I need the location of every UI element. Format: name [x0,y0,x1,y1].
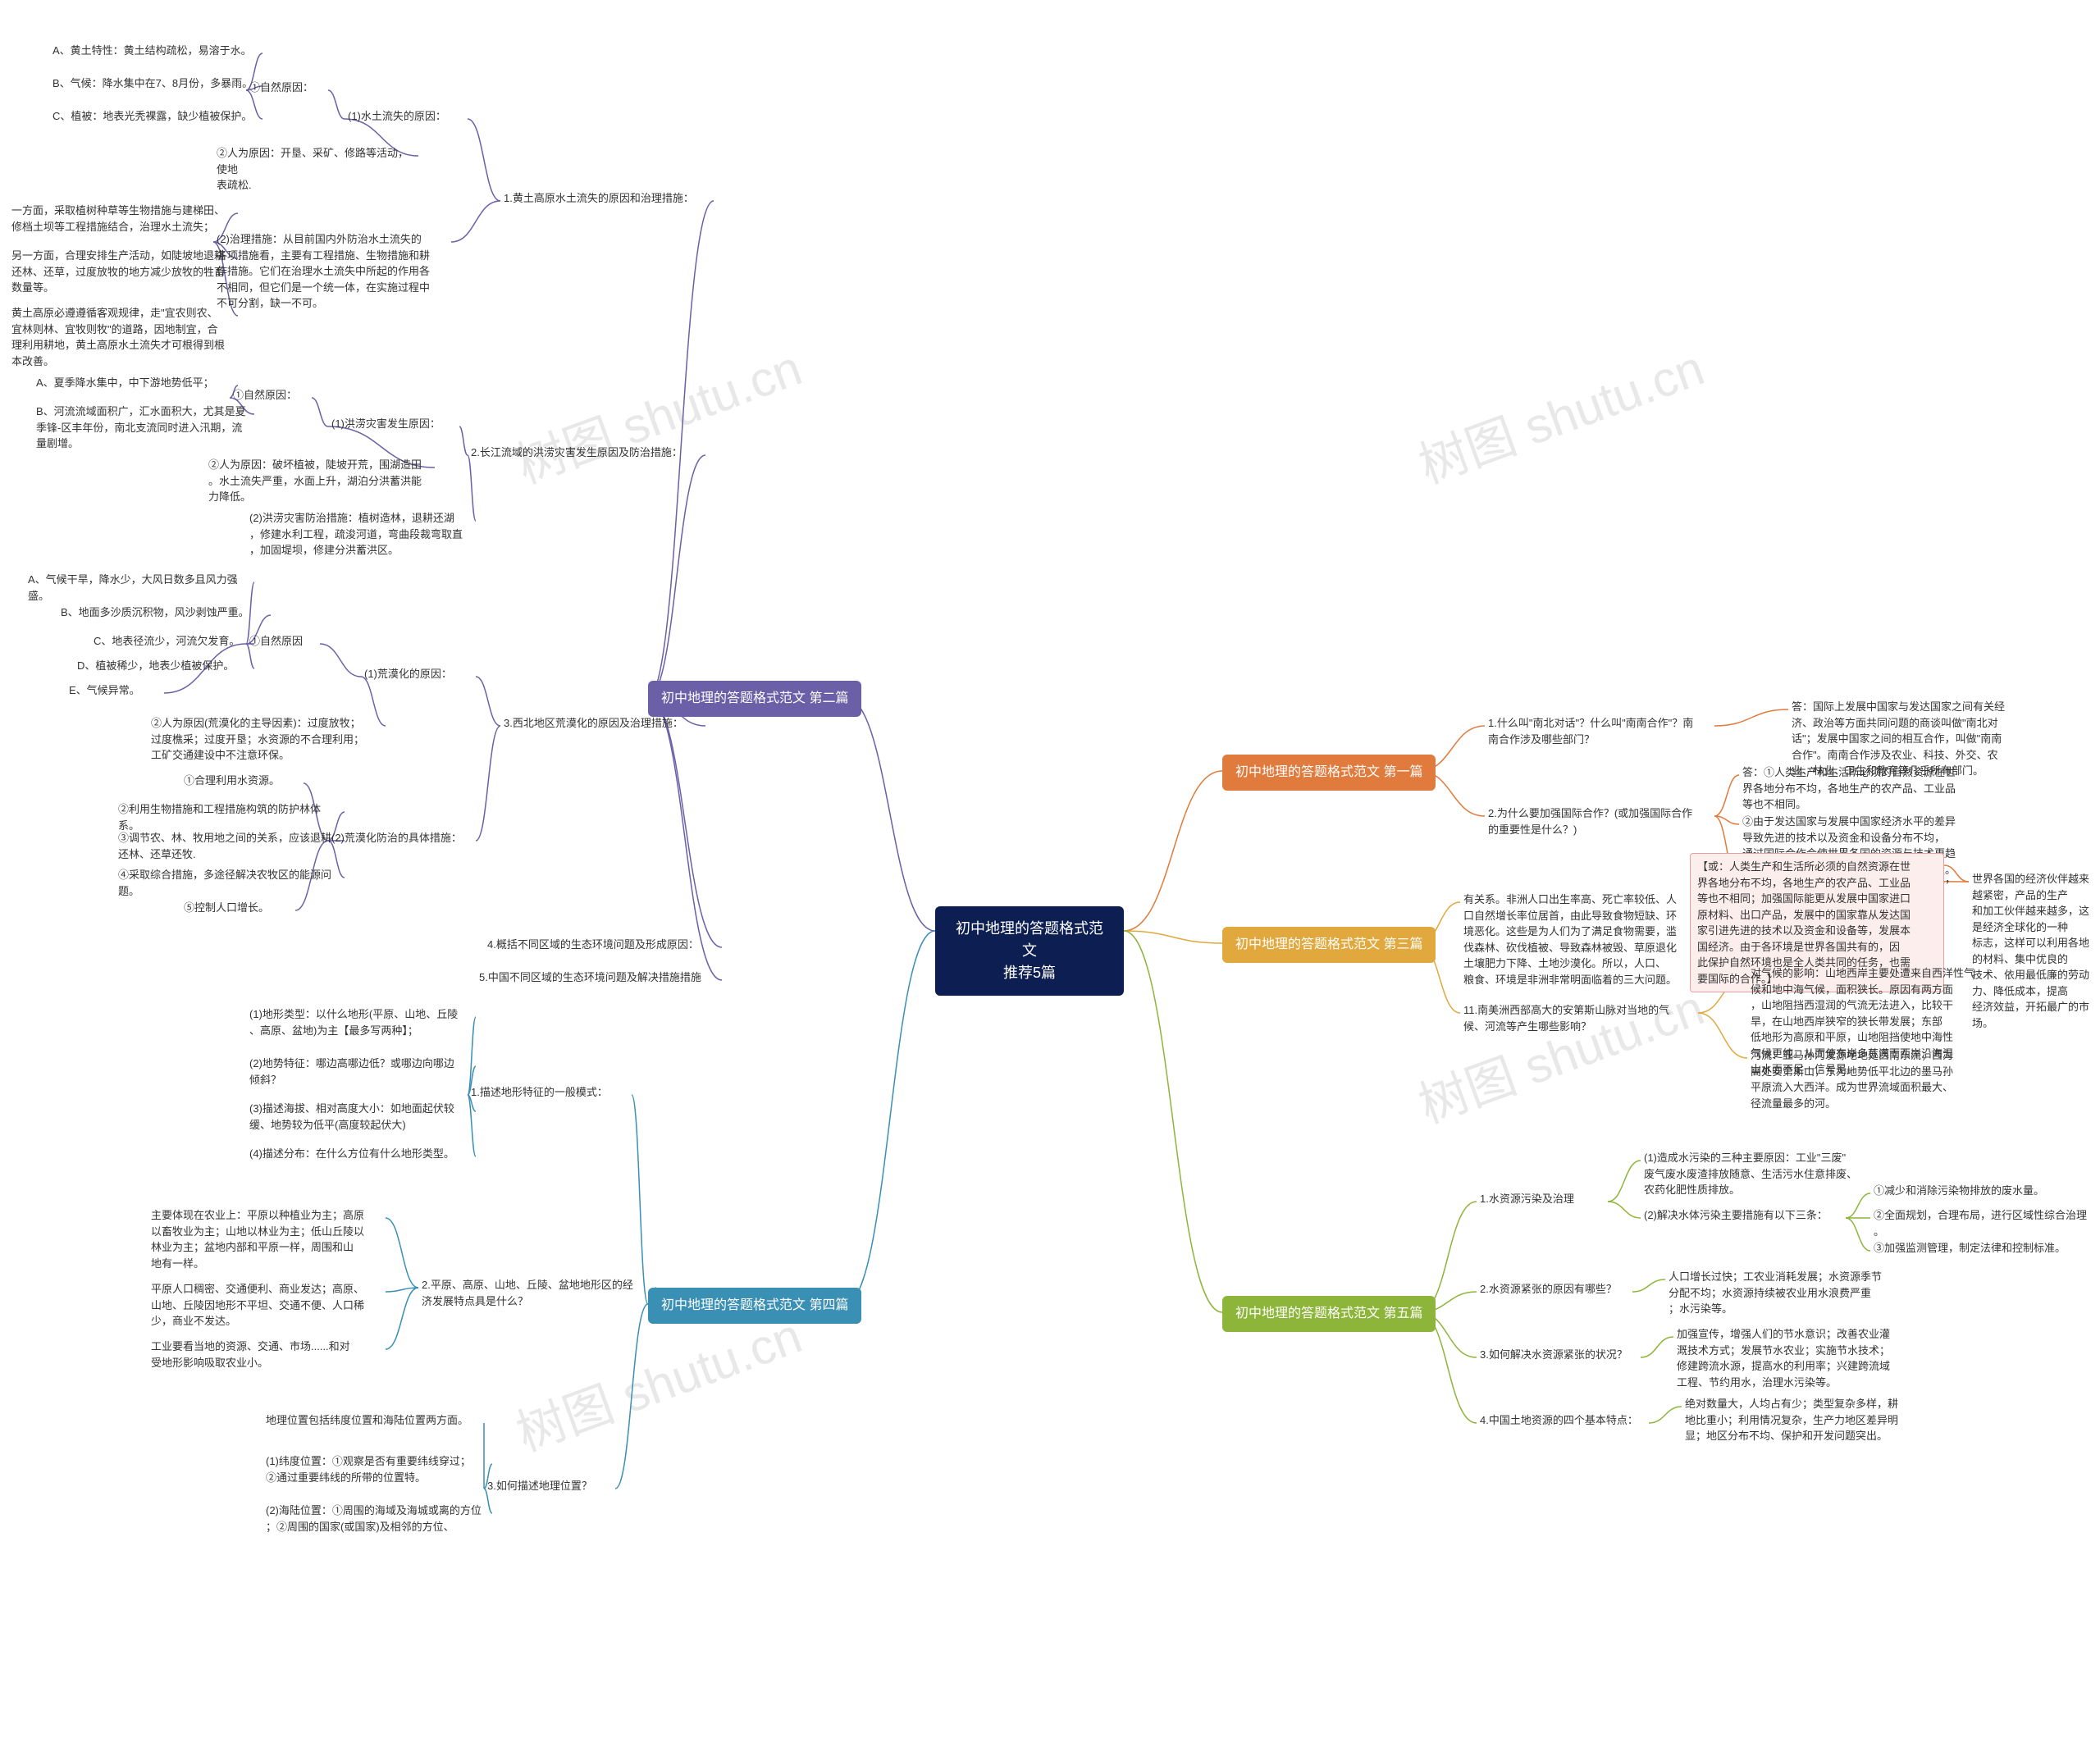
leaf-node: (2)洪涝灾害防治措施：植树造林，退耕还湖 ，修建水利工程，疏浚河道，弯曲段裁弯… [246,509,476,560]
leaf-node: (2)海陆位置：①周围的海域及海城或离的方位 ；②周围的国家(或国家)及相邻的方… [262,1501,492,1536]
leaf-node: (1)纬度位置：①观察是否有重要纬线穿过； ②通过重要纬线的所带的位置特。 [262,1452,492,1487]
leaf-node: 一方面，采取植树种草等生物措施与建梯田、 修档土坝等工程措施结合，治理水土流失； [8,201,238,236]
leaf-node: 答：①人类生产和生活所必须的自然资源在世 界各地分布不均，各地生产的农产品、工业… [1739,763,1969,814]
leaf-node: 1.黄土高原水土流失的原因和治理措施： [500,189,714,208]
leaf-node: (1)地形类型：以什么地形(平原、山地、丘陵 、高原、盆地)为主【最多写两种】； [246,1005,476,1040]
leaf-node: 1.什么叫"南北对话"？什么叫"南南合作"？南 南合作涉及哪些部门？ [1485,714,1714,749]
leaf-node: 有关系。非洲人口出生率高、死亡率较低、人 口自然增长率位居首，由此导致食物短缺、… [1460,890,1706,989]
leaf-node: (3)描述海拔、相对高度大小：如地面起伏较 缓、地势较为低平(高度较起伏大) [246,1099,476,1134]
leaf-node: ③调节农、林、牧用地之间的关系，应该退耕 还林、还草还牧. [115,828,345,864]
leaf-node: 2.水资源紧张的原因有哪些？ [1477,1279,1632,1299]
leaf-node: (1)造成水污染的三种主要原因：工业"三废" 废气废水废渣排放随意、生活污水住意… [1641,1148,1879,1200]
leaf-node: (1)水土流失的原因： [345,107,468,126]
watermark: 树图 shutu.cn [505,328,810,497]
branch-node: 初中地理的答题格式范文 第五篇 [1222,1296,1436,1332]
leaf-node: 5.中国不同区域的生态环境问题及解决措施措施 [476,968,722,987]
leaf-node: B、地面多沙质沉积物，风沙剥蚀严重。 [57,603,271,623]
leaf-node: 3.如何描述地理位置？ [484,1476,615,1496]
watermark: 树图 shutu.cn [1408,968,1712,1137]
leaf-node: B、河流流域面积广，汇水面积大，尤其是夏 季锋-区丰年份，南北支流同时进入汛期，… [33,402,254,454]
leaf-node: ②人为原因(荒漠化的主导因素)：过度放牧； 过度樵采；过度开垦；水资源的不合理利… [148,714,386,765]
leaf-node: 地理位置包括纬度位置和海陆位置两方面。 [262,1411,484,1430]
leaf-node: 平原人口稠密、交通便利、商业发达；高原、 山地、丘陵因地形不平坦、交通不便、人口… [148,1279,386,1331]
leaf-node: (4)描述分布：在什么方位有什么地形类型。 [246,1144,476,1164]
leaf-node: A、夏季降水集中，中下游地势低平； [33,373,238,393]
leaf-node: 2.平原、高原、山地、丘陵、盆地地形区的经 济发展特点具是什么？ [418,1275,656,1311]
leaf-node: C、植被：地表光秃裸露，缺少植被保护。 [49,107,262,126]
leaf-node: A、黄土特性：黄土结构疏松，易溶于水。 [49,41,262,61]
watermark: 树图 shutu.cn [1408,328,1712,497]
leaf-node: ②人为原因：开垦、采矿、修路等活动，使地 表疏松. [213,144,418,195]
leaf-node: ①自然原因 [246,632,320,651]
leaf-node: E、气候异常。 [66,681,164,700]
leaf-node: (2)治理措施：从目前国内外防治水土流失的 各项措施看，主要有工程措施、生物措施… [213,230,451,313]
leaf-node: 人口增长过快；工农业消耗发展；水资源季节 分配不均；水资源持续被农业用水浪费严重… [1665,1267,1895,1319]
leaf-node: 1.描述地形特征的一般模式： [468,1083,632,1102]
leaf-node: A、气候干旱，降水少，大风日数多且风力强 盛。 [25,570,254,605]
leaf-node: (1)荒漠化的原因： [361,664,476,684]
leaf-node: 2.长江流域的洪涝灾害发生原因及防治措施： [468,443,705,463]
leaf-node: 主要体现在农业上：平原以种植业为主；高原 以畜牧业为主；山地以林业为主；低山丘陵… [148,1206,386,1273]
leaf-node: 4.概括不同区域的生态环境问题及形成原因： [484,935,722,955]
leaf-node: (1)洪涝灾害发生原因： [328,414,459,434]
leaf-node: ③加强监测管理，制定法律和控制标准。 [1870,1238,2075,1258]
branch-node: 初中地理的答题格式范文 第四篇 [648,1288,861,1324]
leaf-node: C、地表径流少，河流欠发育。 [90,632,254,651]
leaf-node: ①合理利用水资源。 [180,771,304,791]
leaf-node: 11.南美洲西部高大的安第斯山脉对当地的气 候、河流等产生哪些影响？ [1460,1001,1698,1036]
leaf-node: 黄土高原必遵遵循客观规律，走"宜农则农、 宜林则林、宜牧则牧"的道路，因地制宜，… [8,303,238,371]
leaf-node: 另一方面，合理安排生产活动，如陡坡地退耕 还林、还草，过度放牧的地方减少放牧的牲… [8,246,238,298]
branch-node: 初中地理的答题格式范文 第三篇 [1222,927,1436,963]
leaf-node: ①减少和消除污染物排放的废水量。 [1870,1181,2059,1201]
leaf-node: 工业要看当地的资源、交通、市场......和对 受地形影响吸取农业小。 [148,1337,386,1372]
leaf-node: (2)荒漠化防治的具体措施： [328,828,476,848]
leaf-node: B、气候：降水集中在7、8月份，多暴雨。 [49,74,262,94]
leaf-node: ②全面规划，合理布局，进行区域性综合治理 。 [1870,1206,2100,1241]
branch-node: 初中地理的答题格式范文 第二篇 [648,681,861,717]
leaf-node: ⑤控制人口增长。 [180,898,295,918]
leaf-node: 绝对数量大，人均占有少；类型复杂多样，耕 地比重小；利用情况复杂，生产力地区差异… [1682,1394,1920,1446]
leaf-node: (2)解决水体污染主要措施有以下三条： [1641,1206,1846,1225]
leaf-node: (2)地势特征：哪边高哪边低？或哪边向哪边 倾斜？ [246,1054,476,1089]
leaf-node: 4.中国土地资源的四个基本特点： [1477,1411,1649,1430]
leaf-node: 1.水资源污染及治理 [1477,1189,1608,1209]
branch-node: 初中地理的答题格式范文 第一篇 [1222,755,1436,791]
leaf-node: 河流：亚马孙河发源地地处西南东流；西为 高处安第斯山，东为地势低平北边的墨马孙 … [1747,1046,1993,1113]
leaf-node: ④采取综合措施，多途径解决农牧区的能源问 题。 [115,865,345,901]
leaf-node: ②人为原因：破坏植被，陡坡开荒，围湖造田 。水土流失严重，水面上升，湖泊分洪蓄洪… [205,455,435,507]
leaf-node: 2.为什么要加强国际合作？(或加强国际合作 的重要性是什么？) [1485,804,1714,839]
leaf-node: 3.西北地区荒漠化的原因及治理措施： [500,714,705,733]
leaf-node: 加强宣传，增强人们的节水意识；改善农业灌 溉技术方式；发展节水农业；实施节水技术… [1673,1325,1911,1392]
leaf-node: 3.如何解决水资源紧张的状况？ [1477,1345,1641,1365]
root-node: 初中地理的答题格式范文 推荐5篇 [935,906,1124,996]
leaf-node: D、植被稀少，地表少植被保护。 [74,656,254,676]
